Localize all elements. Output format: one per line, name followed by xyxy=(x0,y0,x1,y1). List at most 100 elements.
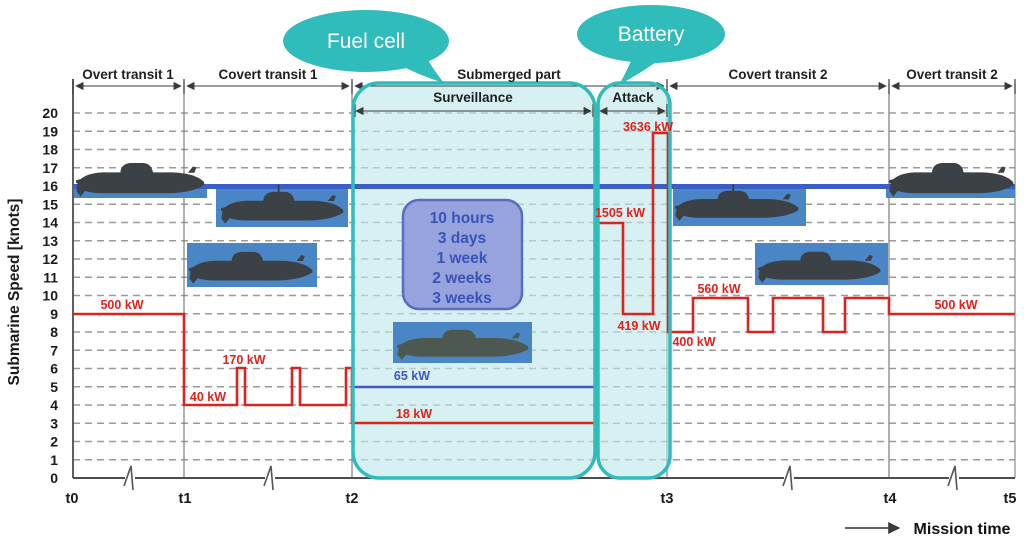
y-tick-label: 7 xyxy=(50,342,58,358)
phase-label: Overt transit 1 xyxy=(82,67,174,82)
y-tick-label: 2 xyxy=(50,434,58,450)
submarine-icon xyxy=(888,163,1014,197)
submarine-icon xyxy=(220,184,344,224)
submarine-part xyxy=(220,206,228,212)
power-value-label: 3636 kW xyxy=(623,120,673,134)
battery-callout-label: Battery xyxy=(618,23,685,46)
phase-label: Submerged part xyxy=(457,67,561,82)
submarine-part xyxy=(997,166,1006,173)
power-value-label: 65 kW xyxy=(394,369,430,383)
submarine-part xyxy=(221,200,344,221)
fuel-cell-callout-label: Fuel cell xyxy=(327,30,405,53)
power-value-label: 560 kW xyxy=(697,282,740,296)
y-tick-label: 0 xyxy=(50,470,58,486)
endurance-option: 3 days xyxy=(438,230,486,247)
submarine-icon xyxy=(188,251,313,284)
power-value-label: 500 kW xyxy=(934,298,977,312)
submarine-part xyxy=(327,195,336,202)
power-value-label: 419 kW xyxy=(617,319,660,333)
submarine-part xyxy=(76,178,83,184)
attack-region-border xyxy=(596,81,672,480)
attack-region-fill xyxy=(598,83,670,478)
submarine-part xyxy=(758,273,768,283)
x-tick-label: t4 xyxy=(884,491,897,507)
y-tick-label: 18 xyxy=(42,142,58,158)
y-tick-label: 3 xyxy=(50,415,58,431)
submarine-part xyxy=(931,163,964,174)
power-value-label: 500 kW xyxy=(100,298,143,312)
axis-break-mark xyxy=(782,465,793,491)
submarine-part xyxy=(889,186,899,197)
submarine-part xyxy=(782,193,791,200)
submarine-part xyxy=(397,350,408,360)
submarine-icon xyxy=(76,163,205,197)
submarine-part xyxy=(800,251,832,262)
y-tick-label: 10 xyxy=(42,288,58,304)
submarine-part xyxy=(757,266,765,271)
surveillance-region-border xyxy=(351,81,597,480)
submarine-part xyxy=(398,338,529,357)
y-tick-label: 20 xyxy=(42,105,58,121)
x-tick-label: t0 xyxy=(66,491,79,507)
submarine-part xyxy=(758,260,881,280)
y-tick-label: 15 xyxy=(42,196,58,212)
x-tick-label: t2 xyxy=(346,491,359,507)
y-tick-label: 8 xyxy=(50,324,58,340)
submarine-part xyxy=(189,260,313,281)
submarine-mast xyxy=(277,184,280,194)
y-tick-label: 13 xyxy=(42,233,58,249)
battery-callout-bubble xyxy=(577,5,725,63)
submarine-part xyxy=(889,172,1014,194)
submarine-part xyxy=(231,251,264,262)
submarine-part xyxy=(511,332,521,339)
submarine-mast xyxy=(732,184,735,192)
power-value-label: 170 kW xyxy=(222,353,265,367)
y-tick-label: 4 xyxy=(50,397,58,413)
y-tick-label: 19 xyxy=(42,123,58,139)
submarine-part xyxy=(674,204,682,210)
axis-break-mark xyxy=(263,465,274,491)
y-tick-label: 6 xyxy=(50,361,58,377)
submarine-part xyxy=(675,211,685,221)
axis-break-mark xyxy=(123,465,134,491)
power-value-label: 1505 kW xyxy=(595,206,645,220)
axis-break-gap xyxy=(265,470,275,486)
power-value-label: 18 kW xyxy=(396,407,432,421)
axis-break-gap xyxy=(949,470,959,486)
submarine-part xyxy=(120,163,154,174)
subphase-label: Attack xyxy=(612,90,654,105)
x-tick-label: t3 xyxy=(661,491,674,507)
x-tick-label: t1 xyxy=(179,491,192,507)
submarine-part xyxy=(76,186,87,197)
axis-break-gap xyxy=(784,470,794,486)
submarine-part xyxy=(675,199,799,218)
submarine-part xyxy=(187,166,197,173)
y-tick-label: 14 xyxy=(42,215,58,231)
submarine-part xyxy=(188,266,196,272)
x-tick-label: t5 xyxy=(1004,491,1017,507)
submarine-part xyxy=(296,255,305,262)
power-profile-line xyxy=(73,131,1015,425)
submarine-icon xyxy=(397,329,529,360)
submarine-icon xyxy=(674,184,799,221)
submarine-part xyxy=(77,172,205,194)
power-value-label: 40 kW xyxy=(190,390,226,404)
power-value-label: 400 kW xyxy=(672,335,715,349)
submarine-part xyxy=(888,178,896,184)
mission-time-label: Mission time xyxy=(914,521,1011,538)
phase-label: Covert transit 2 xyxy=(728,67,827,82)
y-tick-label: 16 xyxy=(42,178,58,194)
axis-break-mark xyxy=(947,465,958,491)
render-layer: 10 hours 3 days 1 week 2 weeks 3 weeks Overt … xyxy=(42,5,1017,534)
y-axis-title: Submarine Speed [knots] xyxy=(6,199,23,386)
submarine-part xyxy=(263,191,295,202)
submarine-icon xyxy=(757,251,881,283)
endurance-option: 3 weeks xyxy=(432,290,491,307)
phase-label: Overt transit 2 xyxy=(906,67,998,82)
subphase-label: Surveillance xyxy=(433,90,513,105)
submarine-part xyxy=(221,214,231,224)
endurance-box xyxy=(401,198,524,311)
submarine-part xyxy=(717,190,750,200)
